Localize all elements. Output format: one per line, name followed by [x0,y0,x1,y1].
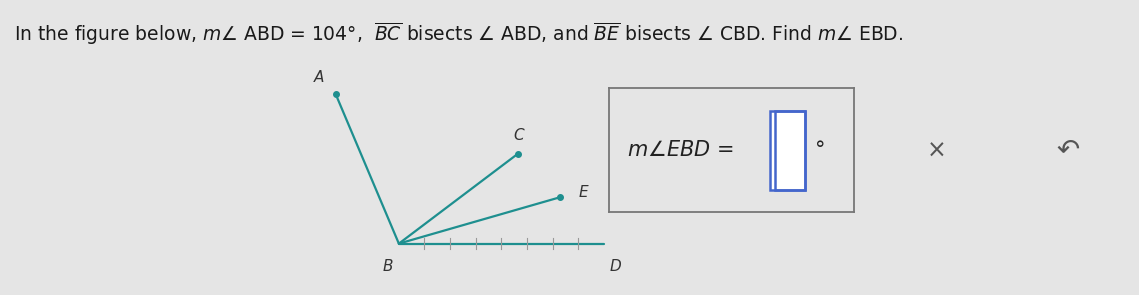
Text: E: E [579,186,588,200]
Text: ×: × [927,138,947,163]
Text: B: B [383,259,393,274]
FancyBboxPatch shape [770,111,805,190]
Text: A: A [314,71,325,86]
Text: $m\angle EBD$ =: $m\angle EBD$ = [626,140,736,160]
Text: ↶: ↶ [1056,137,1080,164]
Text: °: ° [816,140,826,160]
Text: D: D [609,259,621,274]
Text: In the figure below, $m\angle$ ABD = 104°,  $\overline{BC}$ bisects $\angle$ ABD: In the figure below, $m\angle$ ABD = 104… [14,21,903,47]
Text: C: C [513,127,524,142]
